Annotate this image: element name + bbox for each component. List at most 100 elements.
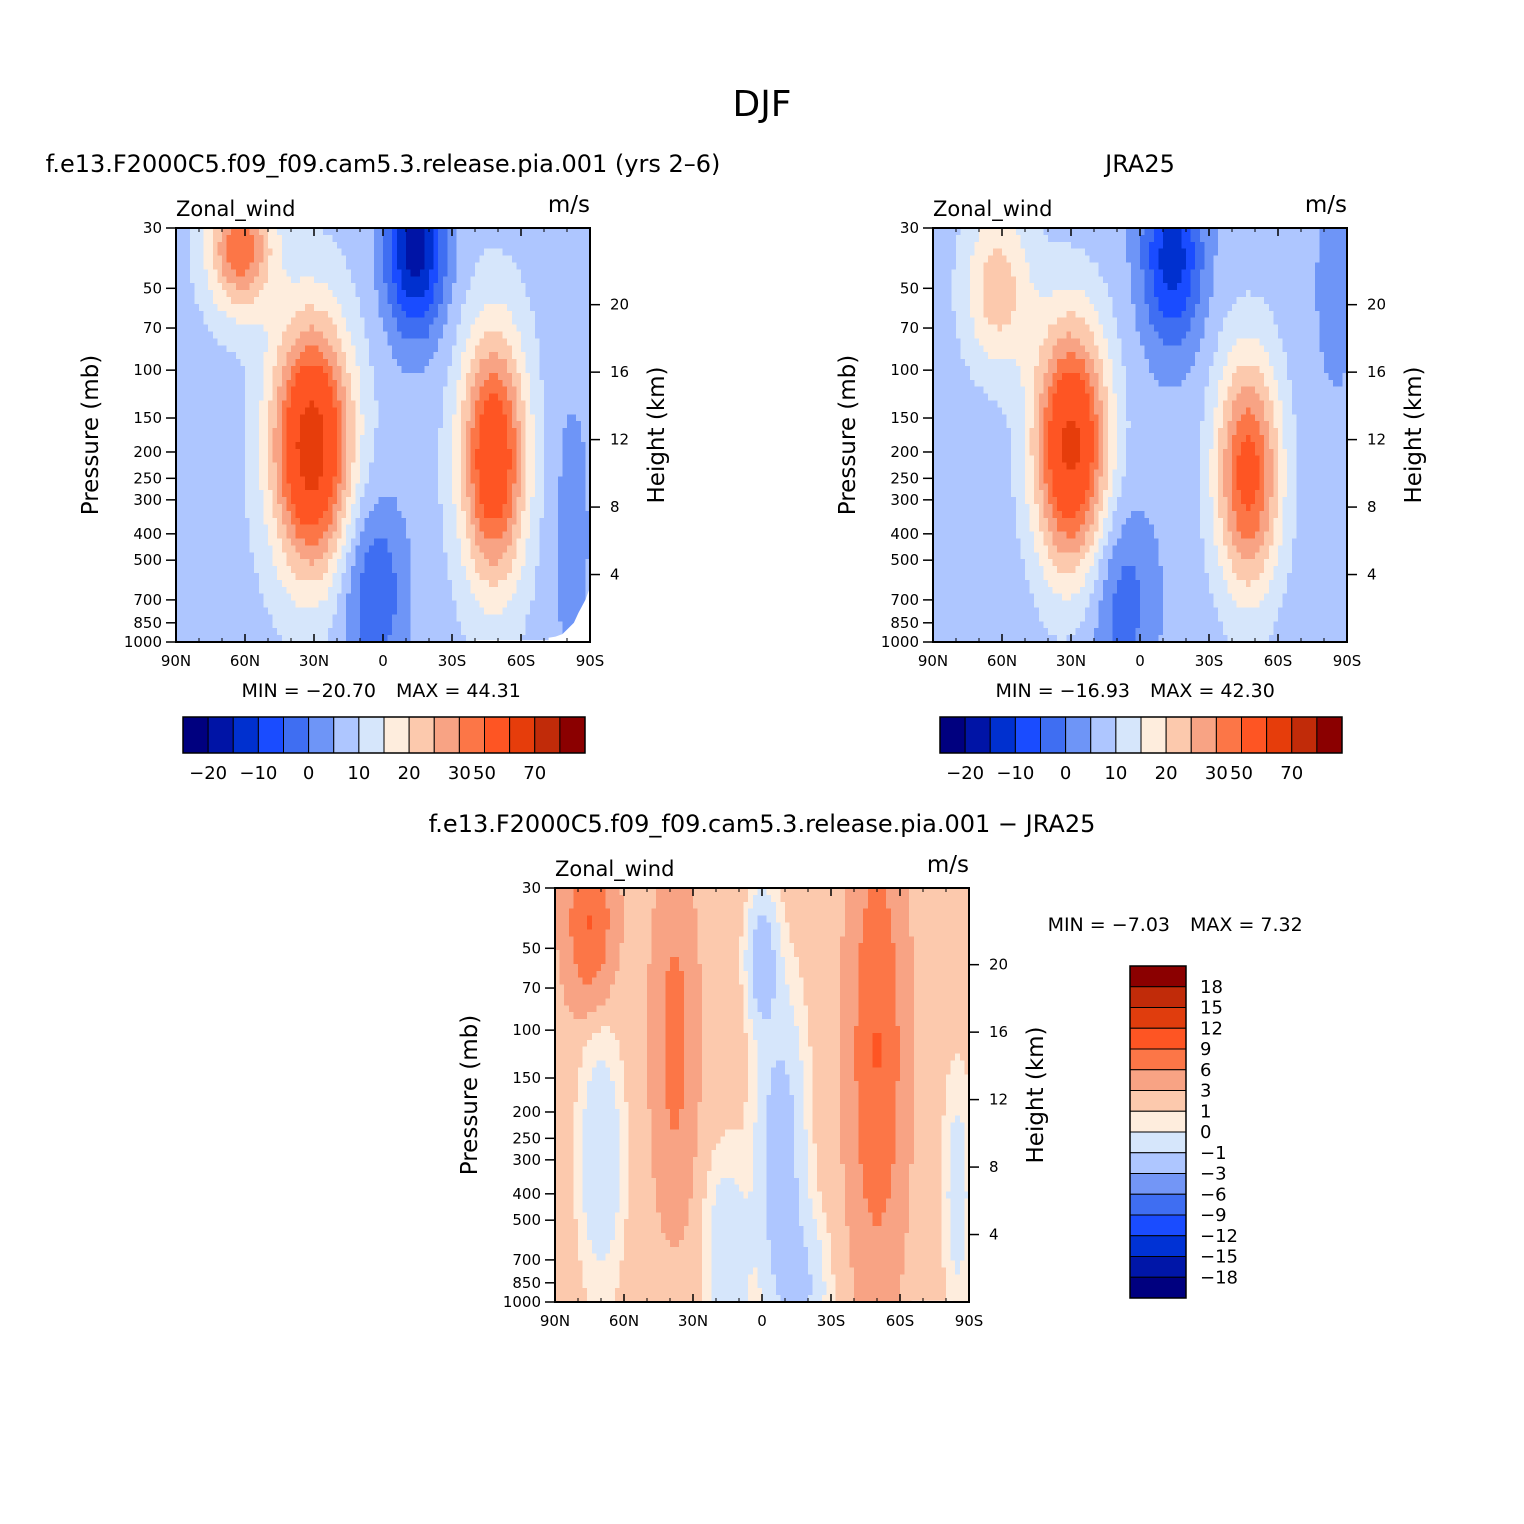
model-cell (263, 372, 269, 381)
model-cell (470, 510, 476, 519)
model-cell (189, 414, 195, 422)
model-cell (327, 248, 333, 257)
model-cell (539, 276, 545, 284)
model-cell (300, 393, 306, 402)
model-cell (576, 276, 582, 284)
model-cell (475, 248, 481, 257)
model-cell (231, 586, 237, 595)
model-cell (525, 283, 531, 291)
model-cell (327, 510, 333, 519)
model-cell (433, 593, 439, 602)
model-cell (194, 372, 200, 381)
model-cell (544, 497, 550, 505)
model-cell (576, 234, 582, 243)
model-cell (585, 559, 591, 567)
model-cell (470, 428, 476, 436)
model-cell (208, 407, 214, 415)
model-cell (378, 379, 384, 388)
model-cell (456, 352, 462, 360)
model-cell (327, 414, 333, 422)
model-cell (208, 400, 214, 408)
model-cell (185, 407, 191, 415)
model-cell (360, 255, 366, 264)
model-cell (567, 324, 573, 333)
model-cell (360, 262, 366, 270)
model-cell (212, 497, 218, 505)
model-cell (235, 352, 241, 360)
model-cell (521, 469, 527, 477)
model-cell (194, 455, 200, 464)
model-cell (498, 448, 504, 457)
model-cell (212, 504, 218, 512)
model-cell (502, 352, 508, 360)
model-cell (438, 421, 444, 429)
model-cell (337, 552, 343, 560)
model-cell (562, 435, 568, 443)
model-cell (511, 469, 517, 477)
model-cell (470, 407, 476, 415)
model-cell (475, 586, 481, 595)
model-cell (314, 400, 320, 408)
model-cell (314, 283, 320, 291)
model-cell (295, 600, 301, 609)
model-cell (254, 497, 260, 505)
model-cell (360, 366, 366, 374)
model-cell (263, 531, 269, 540)
model-cell (511, 421, 517, 429)
model-cell (304, 372, 310, 381)
model-cell (456, 324, 462, 333)
model-cell (341, 303, 347, 312)
model-cell (341, 372, 347, 381)
model-cell (475, 524, 481, 533)
model-cell (300, 407, 306, 415)
model-cell (327, 566, 333, 574)
model-cell (268, 448, 274, 457)
model-cell (318, 524, 324, 533)
model-cell (309, 338, 315, 346)
model-cell (585, 552, 591, 560)
model-cell (231, 462, 237, 471)
model-cell (217, 593, 223, 602)
model-cell (212, 607, 218, 615)
model-cell (507, 559, 513, 567)
model-cell (277, 566, 283, 574)
model-cell (424, 490, 430, 498)
model-cell (461, 428, 467, 436)
model-cell (544, 600, 550, 609)
model-cell (410, 269, 416, 277)
model-cell (235, 262, 241, 270)
model-cell (189, 552, 195, 560)
model-cell (249, 586, 255, 595)
model-cell (401, 262, 407, 270)
model-cell (534, 441, 540, 450)
model-cell (585, 372, 591, 381)
model-cell (318, 586, 324, 595)
model-cell (507, 324, 513, 333)
model-cell (544, 524, 550, 533)
model-cell (447, 545, 453, 553)
model-cell (208, 462, 214, 471)
model-cell (217, 345, 223, 353)
model-cell (576, 400, 582, 408)
model-cell (226, 283, 232, 291)
model-cell (286, 310, 292, 319)
model-cell (511, 448, 517, 457)
model-cell (249, 421, 255, 429)
model-cell (373, 338, 379, 346)
model-cell (530, 435, 536, 443)
model-cell (208, 297, 214, 305)
model-cell (360, 573, 366, 581)
model-cell (346, 490, 352, 498)
model-cell (406, 462, 412, 471)
model-cell (369, 310, 375, 319)
model-cell (507, 234, 513, 243)
model-cell (410, 400, 416, 408)
model-cell (337, 303, 343, 312)
model-cell (383, 441, 389, 450)
model-cell (396, 448, 402, 457)
model-cell (465, 276, 471, 284)
model-cell (203, 517, 209, 526)
model-cell (295, 462, 301, 471)
model-cell (304, 538, 310, 546)
model-cell (475, 407, 481, 415)
